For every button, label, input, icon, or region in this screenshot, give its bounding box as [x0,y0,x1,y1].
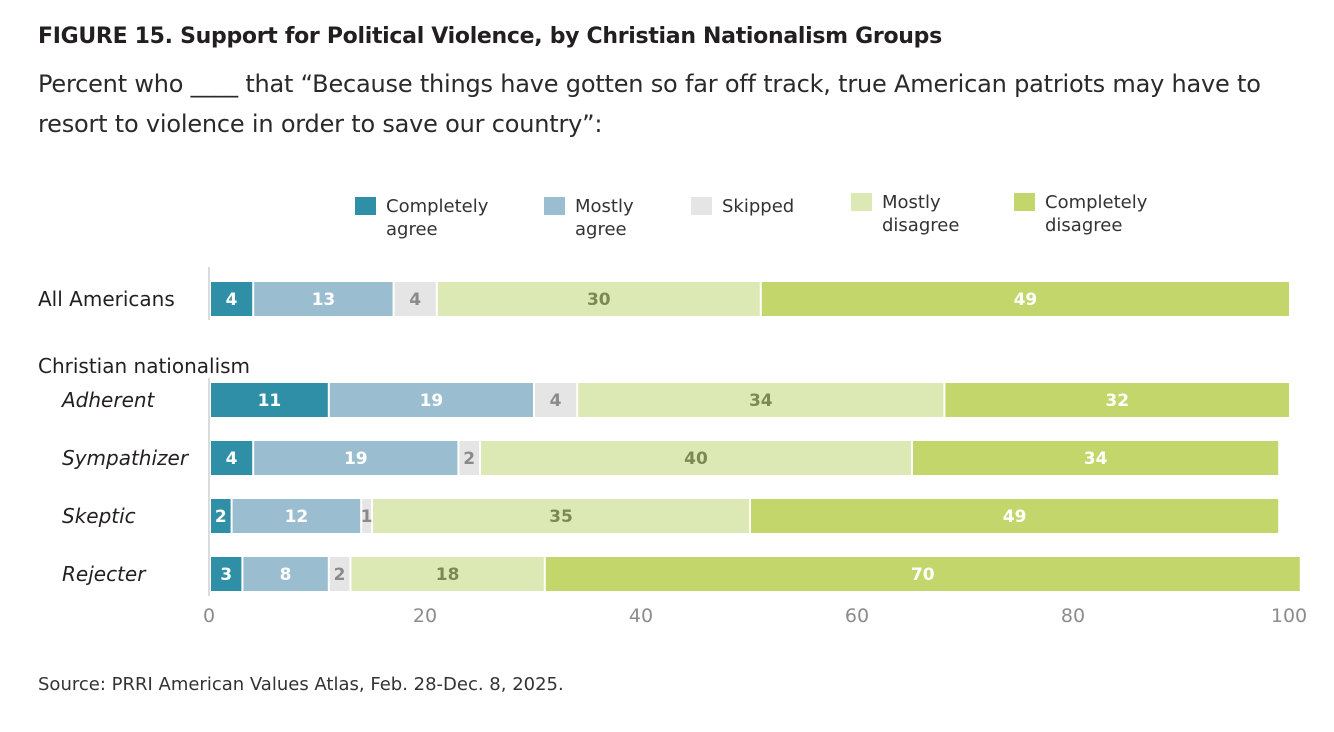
category-labels: All Americans Adherent Sympathizer Skeptic R… [38,287,190,586]
bar-sympathizer-completely-disagree [913,441,1279,475]
data-label-skeptic-skipped: 1 [361,507,373,527]
bar-adherent-completely-disagree [945,383,1289,417]
legend-item-skipped: Skipped [691,195,794,218]
bar-adherent-mostly-disagree [578,383,944,417]
bar-skeptic-completely-agree [211,499,231,533]
data-label-rejecter-mostly-agree: 8 [280,565,292,585]
bar-sympathizer-skipped [459,441,479,475]
data-label-sympathizer-completely-agree: 4 [226,449,238,469]
x-axis-ticks: 0 20 40 60 80 100 [203,605,1307,627]
group-label: Christian nationalism [38,354,250,378]
legend-swatch-completely-disagree [1014,193,1035,211]
data-label-rejecter-mostly-disagree: 18 [436,565,460,585]
data-label-adherent-skipped: 4 [550,391,562,411]
x-tick-label-80: 80 [1061,605,1085,627]
legend-item-completely-disagree: Completely disagree [1014,191,1147,237]
data-label-adherent-completely-agree: 11 [258,391,282,411]
bar-sympathizer-mostly-agree [254,441,458,475]
bar-all-americans-completely-agree [211,282,253,316]
chart-title: FIGURE 15. Support for Political Violenc… [38,24,942,49]
legend-label-completely-disagree: Completely disagree [1045,192,1148,236]
bar-sympathizer-mostly-disagree [481,441,911,475]
bar-all-americans-mostly-disagree [437,282,760,316]
x-tick-label-40: 40 [629,605,653,627]
data-label-sympathizer-mostly-disagree: 40 [684,449,708,469]
data-label-all-americans-completely-agree: 4 [226,290,238,310]
bar-adherent-mostly-agree [329,383,533,417]
data-label-rejecter-skipped: 2 [334,565,346,585]
bar-all-americans-skipped [394,282,436,316]
x-tick-label-20: 20 [413,605,437,627]
legend-swatch-mostly-agree [544,197,565,215]
category-label-all-americans: All Americans [38,287,175,311]
category-label-skeptic: Skeptic [62,504,136,528]
x-tick-label-100: 100 [1271,605,1307,627]
data-label-rejecter-completely-agree: 3 [220,565,232,585]
data-label-sympathizer-completely-disagree: 34 [1084,449,1108,469]
data-label-adherent-completely-disagree: 32 [1105,391,1129,411]
data-label-skeptic-completely-agree: 2 [215,507,227,527]
bar-skeptic-mostly-agree [232,499,361,533]
data-label-rejecter-completely-disagree: 70 [911,565,935,585]
bars-group: 4 13 4 30 49 11 19 4 34 32 4 19 2 40 34 2 12 1 35 49 3 8 2 18 70 [211,282,1300,591]
bar-rejecter-completely-disagree [545,557,1300,591]
category-label-rejecter: Rejecter [62,562,147,586]
bar-adherent-skipped [535,383,577,417]
data-label-skeptic-mostly-disagree: 35 [549,507,573,527]
bar-rejecter-completely-agree [211,557,242,591]
category-label-adherent: Adherent [60,388,156,412]
source-note: Source: PRRI American Values Atlas, Feb.… [38,674,564,695]
bar-all-americans-completely-disagree [761,282,1289,316]
data-label-sympathizer-skipped: 2 [463,449,475,469]
data-label-all-americans-mostly-disagree: 30 [587,290,611,310]
bar-adherent-completely-agree [211,383,328,417]
legend-item-mostly-disagree: Mostly disagree [851,191,959,237]
data-label-all-americans-mostly-agree: 13 [312,290,336,310]
data-label-sympathizer-mostly-agree: 19 [344,449,368,469]
x-tick-label-60: 60 [845,605,869,627]
chart-subtitle: Percent who ____ that “Because things ha… [38,70,1261,138]
category-label-sympathizer: Sympathizer [62,446,190,470]
data-label-all-americans-completely-disagree: 49 [1014,290,1038,310]
data-label-all-americans-skipped: 4 [409,290,421,310]
data-label-adherent-mostly-agree: 19 [420,391,444,411]
bar-rejecter-mostly-agree [243,557,328,591]
legend-swatch-skipped [691,197,712,215]
legend-label-completely-agree: Completely agree [386,196,489,240]
legend-swatch-completely-agree [355,197,376,215]
legend-swatch-mostly-disagree [851,193,872,211]
bar-rejecter-skipped [329,557,350,591]
bar-all-americans-mostly-agree [254,282,393,316]
bar-sympathizer-completely-agree [211,441,253,475]
data-label-skeptic-mostly-agree: 12 [285,507,309,527]
bar-skeptic-completely-disagree [751,499,1279,533]
bar-skeptic-mostly-disagree [373,499,749,533]
data-label-skeptic-completely-disagree: 49 [1003,507,1027,527]
legend-label-skipped: Skipped [722,196,795,217]
legend-label-mostly-disagree: Mostly disagree [882,192,960,236]
data-label-adherent-mostly-disagree: 34 [749,391,773,411]
legend-item-mostly-agree: Mostly agree [544,195,634,241]
legend-label-mostly-agree: Mostly agree [575,196,634,240]
x-tick-label-0: 0 [203,605,215,627]
legend-item-completely-agree: Completely agree [355,195,488,241]
bar-rejecter-mostly-disagree [351,557,544,591]
bar-skeptic-skipped [362,499,371,533]
